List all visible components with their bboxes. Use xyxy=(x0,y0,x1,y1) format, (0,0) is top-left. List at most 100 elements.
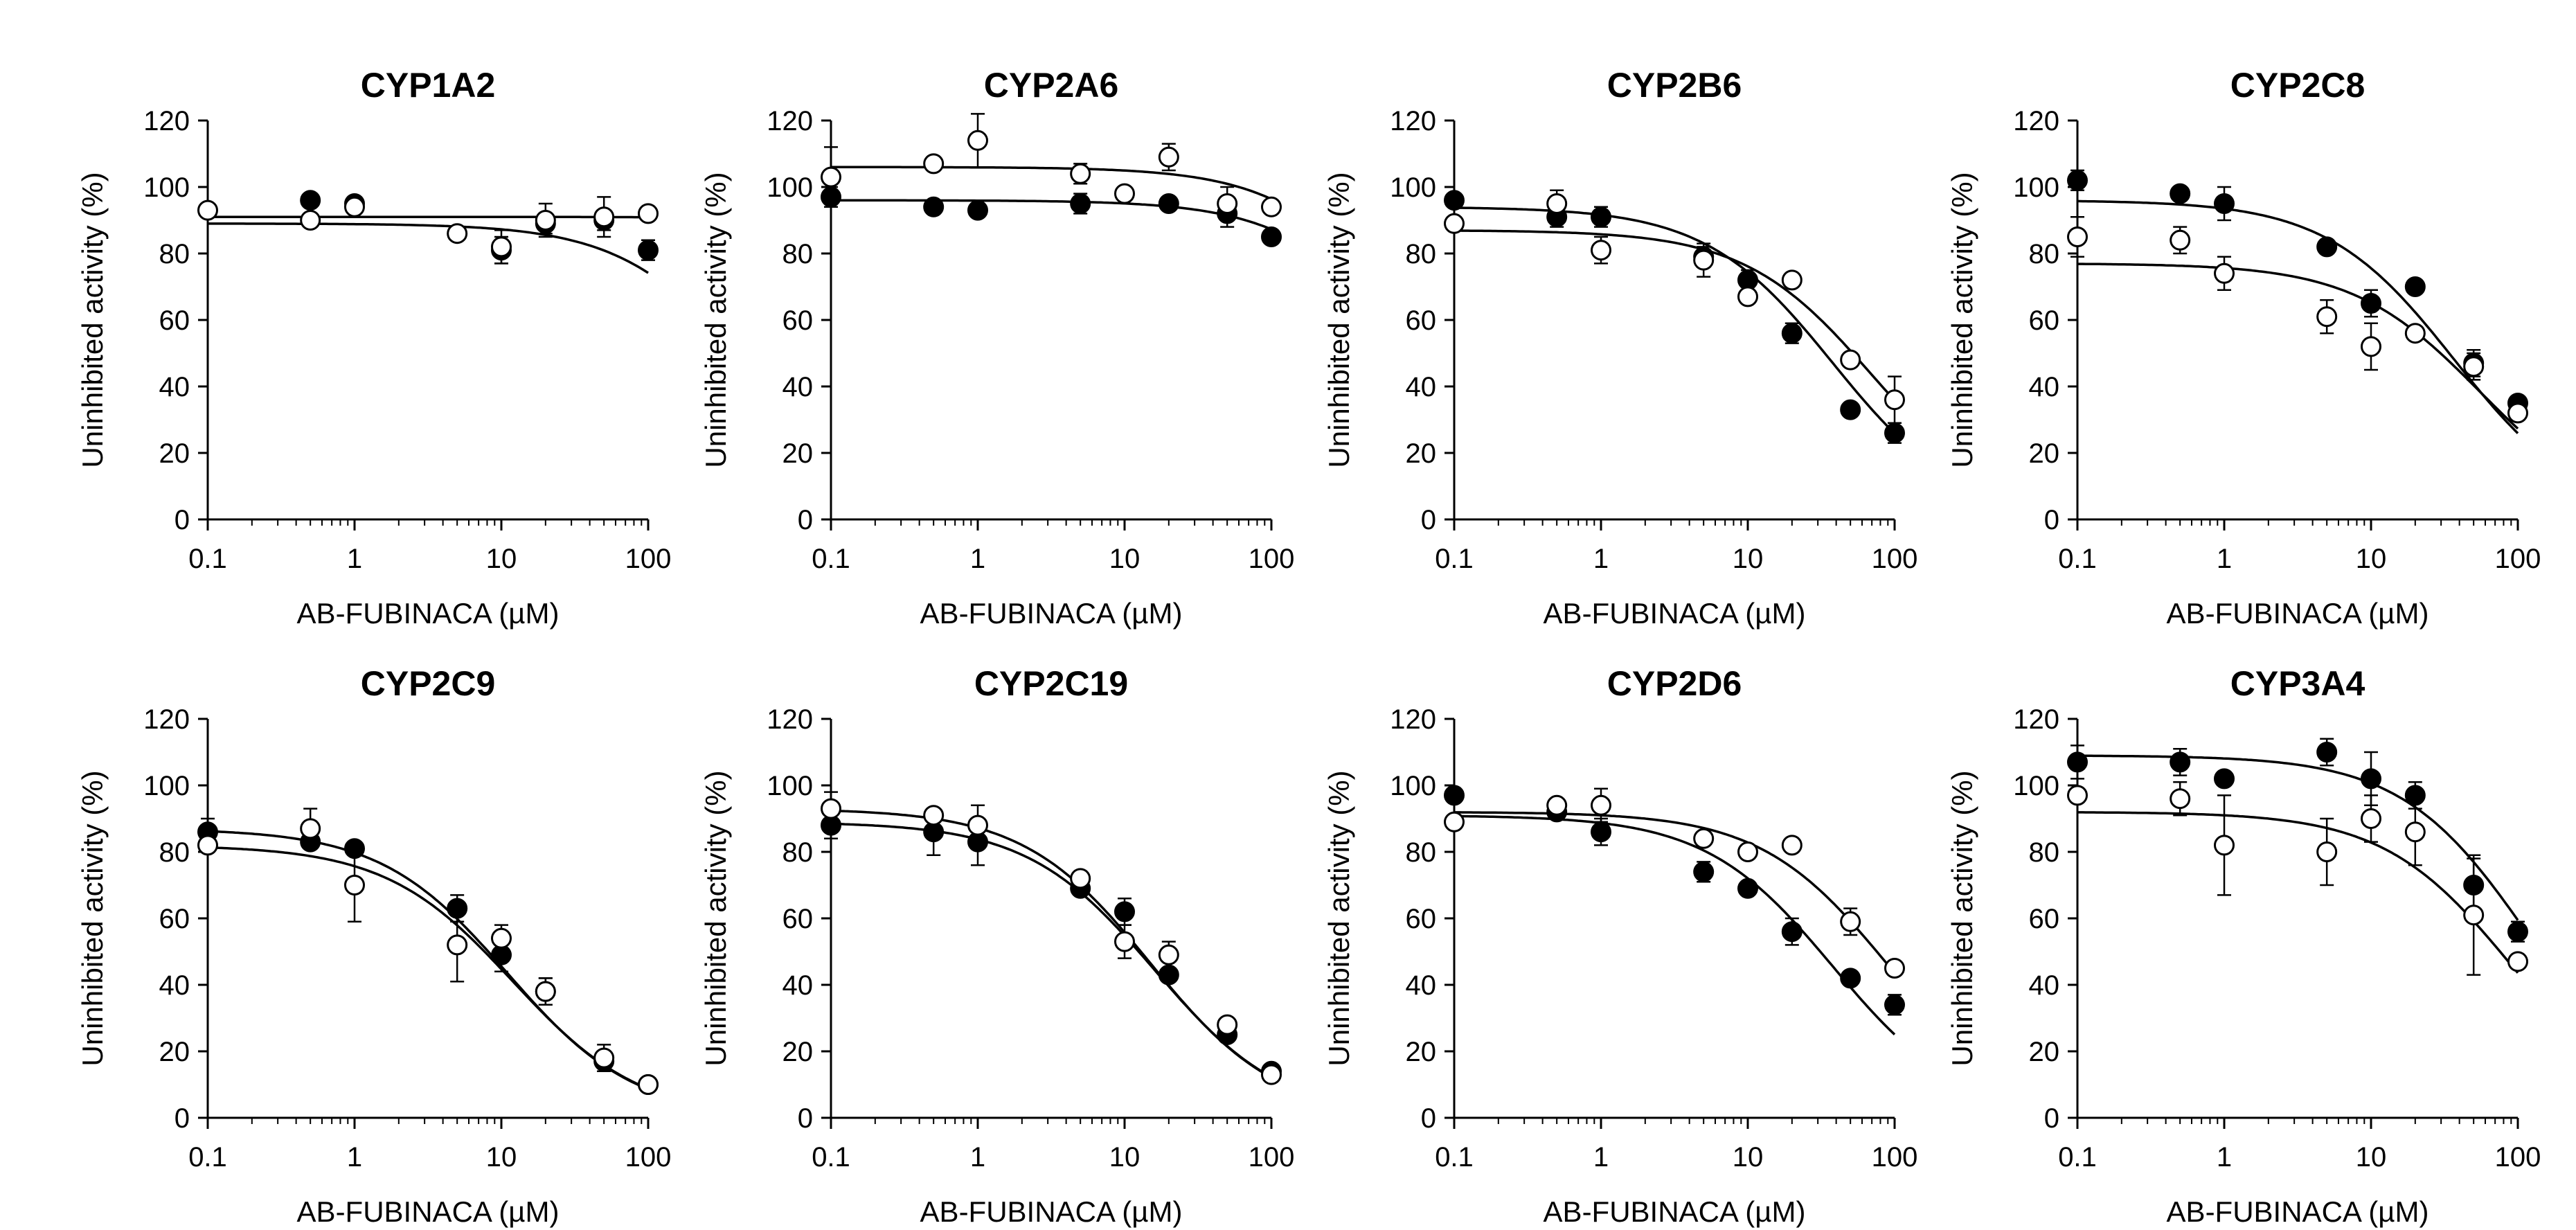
data-point-open xyxy=(923,805,945,826)
data-point-filled xyxy=(1444,190,1465,211)
chart-panel-cyp1a2: 0 20 40 60 80 100 120 0.1 1 10 100 CYP1A2 AB-FUBINAC… xyxy=(76,66,671,630)
chart-panel-cyp2b6: 0 20 40 60 80 100 120 0.1 1 10 100 CYP2B6 AB-FUBINAC… xyxy=(1323,66,1917,630)
y-tick-label: 20 xyxy=(159,1037,190,1067)
data-point-filled xyxy=(1737,877,1758,899)
x-tick-label: 100 xyxy=(2495,544,2541,574)
y-axis-label: Uninhibited activity (%) xyxy=(1323,172,1355,467)
data-point-filled xyxy=(1591,206,1611,228)
y-tick-label: 120 xyxy=(767,106,813,136)
data-point-open xyxy=(967,814,988,836)
chart-title: CYP2C19 xyxy=(974,664,1128,703)
data-point-open xyxy=(2404,323,2426,344)
fit-curve-filled xyxy=(1454,206,1896,435)
data-point-filled xyxy=(300,190,321,211)
data-point-open xyxy=(447,934,468,956)
data-point-open xyxy=(2067,785,2088,806)
fit-curve-open xyxy=(831,166,1272,201)
y-tick-label: 40 xyxy=(782,970,814,1001)
y-tick-label: 40 xyxy=(1406,970,1437,1001)
data-point-open xyxy=(1158,146,1179,168)
fit-curve-filled xyxy=(2077,199,2519,434)
chart-panel-cyp2c8: 0 20 40 60 80 100 120 0.1 1 10 100 CYP2C8 AB-FUBINAC… xyxy=(1946,66,2541,630)
x-axis-label: AB-FUBINACA (µM) xyxy=(920,1195,1183,1228)
data-point-filled xyxy=(1158,193,1179,214)
chart-panel-cyp2a6: 0 20 40 60 80 100 120 0.1 1 10 100 CYP2A6 AB-FUBINAC… xyxy=(699,66,1294,630)
data-point-filled xyxy=(1591,821,1611,843)
data-point-open xyxy=(1840,911,1861,932)
y-tick-label: 120 xyxy=(1390,106,1436,136)
y-tick-label: 100 xyxy=(767,771,813,801)
x-tick-label: 10 xyxy=(2356,1142,2387,1173)
y-tick-label: 80 xyxy=(782,837,814,868)
data-point-open xyxy=(638,1074,659,1095)
data-point-open xyxy=(1884,958,1905,979)
data-point-filled xyxy=(923,196,945,217)
y-tick-label: 0 xyxy=(2044,505,2059,535)
data-point-open xyxy=(821,798,841,819)
y-tick-label: 40 xyxy=(159,372,190,402)
data-point-filled xyxy=(1070,193,1091,214)
x-axis-label: AB-FUBINACA (µM) xyxy=(297,597,560,630)
x-axis-label: AB-FUBINACA (µM) xyxy=(1544,1195,1806,1228)
y-tick-label: 100 xyxy=(767,172,813,203)
y-axis-label: Uninhibited activity (%) xyxy=(699,770,732,1066)
data-point-open xyxy=(1217,1014,1238,1035)
data-point-filled xyxy=(1444,785,1465,806)
data-point-filled xyxy=(1781,323,1803,344)
y-tick-label: 100 xyxy=(143,172,190,203)
data-point-open xyxy=(447,223,468,244)
data-point-open xyxy=(2507,951,2528,972)
y-tick-label: 120 xyxy=(2013,106,2059,136)
chart-title: CYP3A4 xyxy=(2230,664,2365,703)
x-tick-label: 10 xyxy=(486,544,517,574)
data-point-open xyxy=(923,153,945,175)
y-tick-label: 20 xyxy=(782,438,814,469)
y-tick-label: 0 xyxy=(798,1103,813,1134)
data-point-filled xyxy=(2404,276,2426,297)
y-tick-label: 60 xyxy=(782,305,814,336)
data-point-filled xyxy=(1693,861,1715,882)
x-axis-label: AB-FUBINACA (µM) xyxy=(1544,597,1806,630)
data-point-open xyxy=(1114,931,1135,952)
y-tick-label: 80 xyxy=(782,239,814,269)
x-tick-label: 10 xyxy=(486,1142,517,1173)
data-point-open xyxy=(491,236,512,258)
data-point-open xyxy=(967,130,988,151)
y-tick-label: 100 xyxy=(143,771,190,801)
x-tick-label: 10 xyxy=(1733,544,1764,574)
y-tick-label: 80 xyxy=(2029,837,2060,868)
y-tick-label: 40 xyxy=(782,372,814,402)
data-point-open xyxy=(2316,841,2338,862)
data-point-open xyxy=(1261,196,1282,217)
data-point-filled xyxy=(2214,768,2235,790)
data-point-open xyxy=(1158,944,1179,965)
data-point-open xyxy=(2067,226,2088,247)
data-point-open xyxy=(1591,794,1611,816)
y-tick-label: 60 xyxy=(2029,904,2060,934)
fit-curve-open xyxy=(2077,262,2519,430)
x-tick-label: 0.1 xyxy=(1435,544,1474,574)
y-tick-label: 20 xyxy=(1406,1037,1437,1067)
y-tick-label: 80 xyxy=(159,239,190,269)
y-tick-label: 80 xyxy=(159,837,190,868)
fit-curve-open xyxy=(1454,811,1896,974)
x-tick-label: 1 xyxy=(347,1142,362,1173)
data-point-open xyxy=(1070,868,1091,889)
data-point-open xyxy=(2361,336,2381,357)
y-tick-label: 40 xyxy=(1406,372,1437,402)
fit-curve-open xyxy=(2077,811,2519,974)
data-point-open xyxy=(1217,193,1238,214)
chart-title: CYP1A2 xyxy=(361,66,496,105)
y-tick-label: 100 xyxy=(2013,172,2059,203)
data-point-open xyxy=(1114,183,1135,204)
y-tick-label: 20 xyxy=(159,438,190,469)
data-point-open xyxy=(1693,828,1715,849)
data-point-open xyxy=(1444,213,1465,234)
data-point-filled xyxy=(967,199,988,221)
y-tick-label: 0 xyxy=(175,1103,190,1134)
x-tick-label: 0.1 xyxy=(2058,544,2097,574)
y-tick-label: 20 xyxy=(2029,1037,2060,1067)
data-point-open xyxy=(491,927,512,949)
data-point-open xyxy=(2463,356,2485,377)
